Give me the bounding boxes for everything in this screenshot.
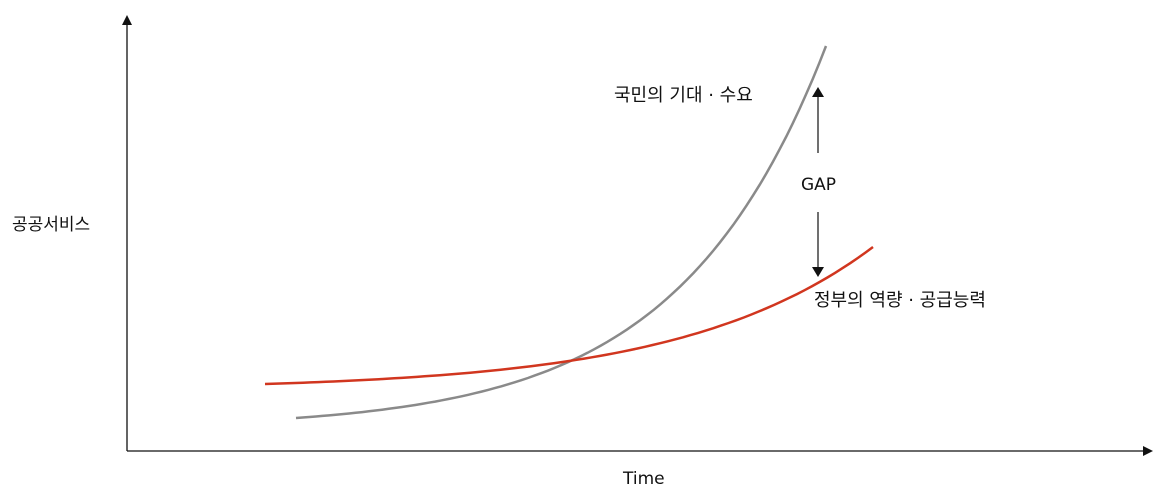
gap-label: GAP [801, 175, 836, 195]
demand-curve [295, 45, 828, 420]
capacity-curve-label: 정부의 역량 · 공급능력 [814, 290, 986, 311]
y-axis-label: 공공서비스 [12, 215, 90, 235]
demand-curve-label: 국민의 기대 · 수요 [614, 85, 753, 106]
x-axis-label: Time [622, 469, 665, 489]
capacity-curve [264, 245, 874, 386]
